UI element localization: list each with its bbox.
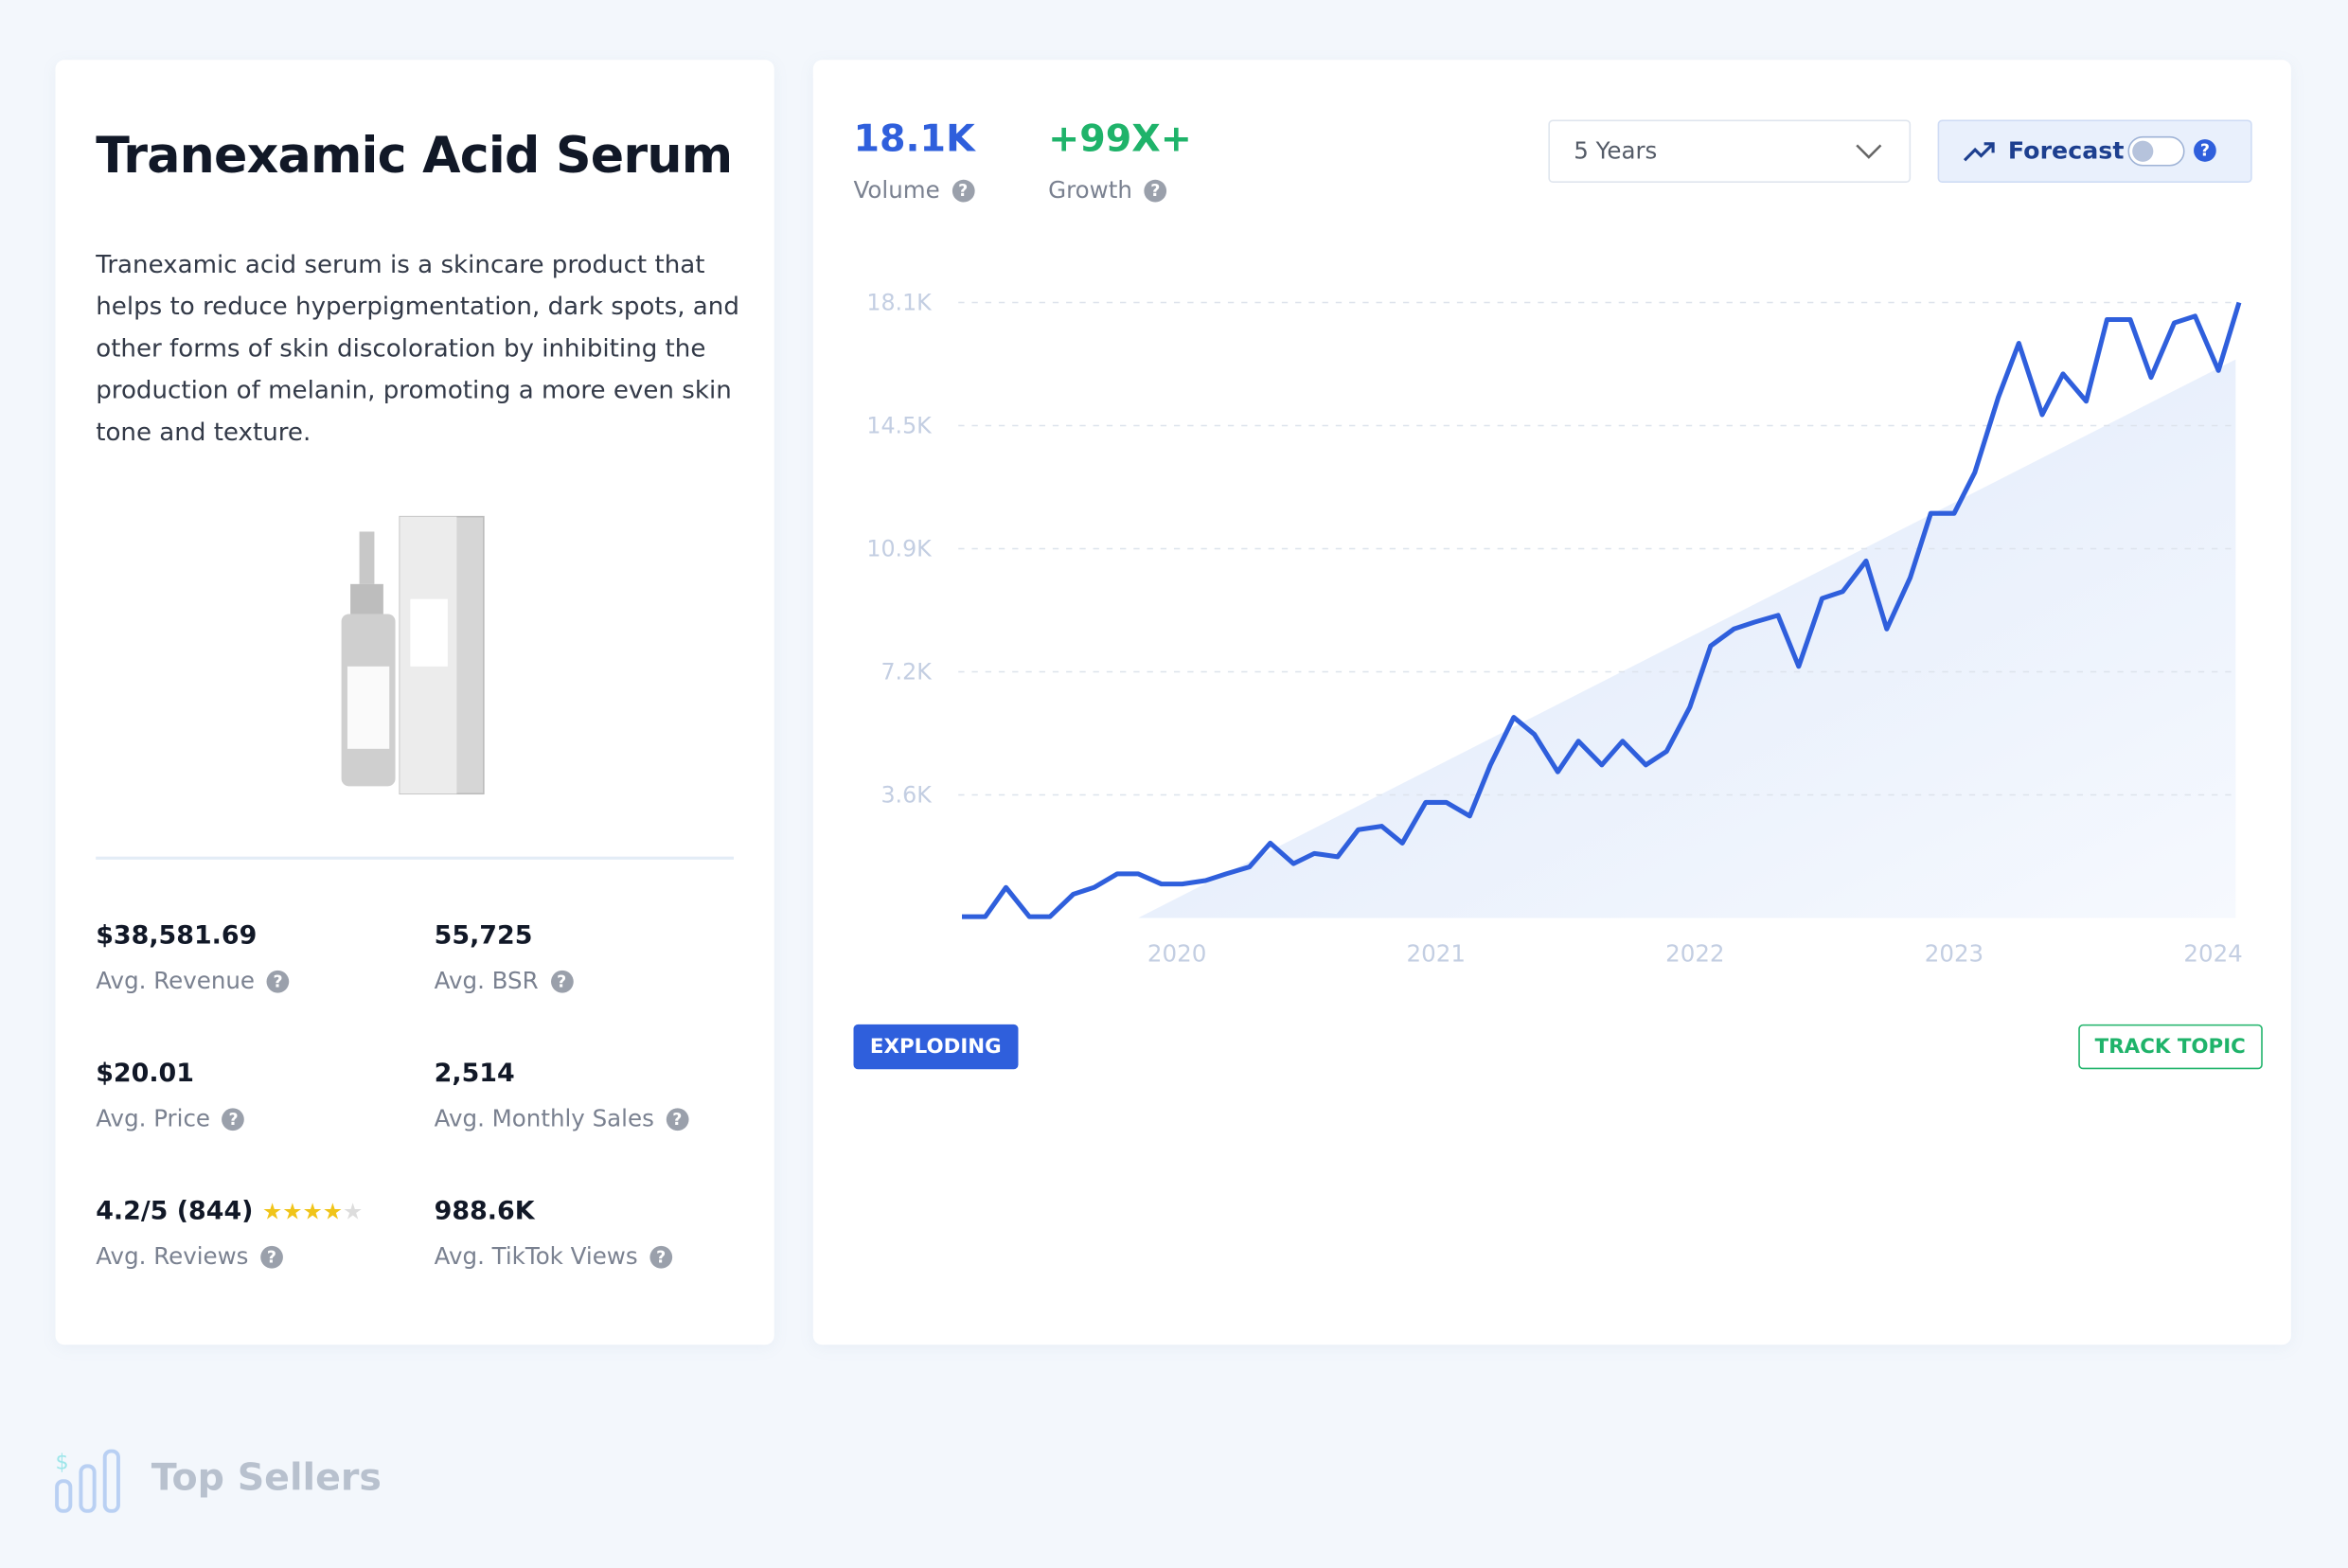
stat-label-text: Avg. TikTok Views <box>434 1242 638 1271</box>
chart: 3.6K 7.2K 10.9K 14.5K 18.1K 2020 2021 2022 2023 2… <box>866 289 2242 967</box>
stat-value-text: $20.01 <box>96 1059 194 1089</box>
help-icon[interactable]: ? <box>266 970 290 993</box>
help-icon[interactable]: ? <box>666 1108 689 1131</box>
volume-value: 18.1K <box>853 116 975 161</box>
y-tick-label: 3.6K <box>880 781 933 808</box>
range-text: 5 Years <box>1574 137 1658 165</box>
forecast-text: Forecast <box>2007 135 2125 165</box>
volume-label-text: Volume <box>853 176 940 205</box>
x-tick-label: 2020 <box>1147 939 1206 967</box>
stat-value-text: 988.6K <box>434 1196 535 1227</box>
stars: ★★★★★ <box>261 1198 364 1225</box>
x-tick-label: 2024 <box>2183 939 2242 967</box>
range-dropdown[interactable]: 5 Years <box>1548 119 1912 183</box>
stat-label-text: Avg. Reviews <box>96 1242 249 1271</box>
stat-label-text: Avg. BSR <box>434 967 539 995</box>
product-image <box>341 515 485 795</box>
top-sellers-icon: $ <box>55 1449 120 1513</box>
stat-value: 55,725 <box>435 921 533 952</box>
help-icon[interactable]: ? <box>2194 139 2216 162</box>
section-title: Top Sellers <box>151 1455 382 1500</box>
stat-value-text: 55,725 <box>434 920 533 952</box>
stat-label: Avg. Price? <box>96 1105 245 1132</box>
stat-label: Avg. TikTok Views? <box>434 1242 673 1271</box>
stat-value: 4.2/5 (844) ★★★★★ <box>96 1197 363 1227</box>
stat-value-text: $38,581.69 <box>96 920 258 952</box>
y-tick-label: 10.9K <box>866 535 933 561</box>
stat-label-text: Avg. Price <box>96 1105 211 1132</box>
stat-label-text: Avg. Revenue <box>96 967 255 995</box>
stat-label: Avg. Revenue? <box>96 967 290 995</box>
exploding-badge: EXPLODING <box>853 1024 1019 1070</box>
help-icon[interactable]: ? <box>1144 179 1167 203</box>
help-icon[interactable]: ? <box>649 1245 673 1269</box>
help-icon[interactable]: ? <box>952 179 975 203</box>
trend-icon <box>1963 142 1995 162</box>
x-tick-label: 2023 <box>1925 939 1983 967</box>
trend-line <box>962 301 2242 919</box>
product-description: Tranexamic acid serum is a skincare prod… <box>96 250 739 447</box>
stat-value-text: 4.2/5 (844) <box>96 1196 254 1227</box>
toggle-knob <box>2132 140 2154 162</box>
divider <box>96 856 734 860</box>
growth-label: Growth? <box>1048 176 1167 205</box>
volume-label: Volume? <box>854 177 975 204</box>
help-icon[interactable]: ? <box>222 1108 245 1131</box>
y-tick-label: 18.1K <box>866 289 933 315</box>
stat-value: 988.6K <box>435 1197 535 1227</box>
forecast-button[interactable]: Forecast ? <box>1937 119 2252 183</box>
stat-label: Avg. Monthly Sales? <box>434 1105 689 1132</box>
stat-value: $20.01 <box>96 1059 194 1089</box>
product-title: Tranexamic Acid Serum <box>96 125 733 185</box>
growth-label-text: Growth <box>1048 176 1132 205</box>
forecast-area <box>1138 359 2236 918</box>
stat-label: Avg. BSR? <box>434 967 574 995</box>
x-tick-label: 2021 <box>1407 939 1466 967</box>
chevron <box>1856 144 1882 159</box>
help-icon[interactable]: ? <box>550 970 574 993</box>
stat-label-text: Avg. Monthly Sales <box>434 1105 654 1132</box>
x-tick-label: 2022 <box>1665 939 1724 967</box>
stat-value: 2,514 <box>435 1059 515 1089</box>
product-card: Tranexamic Acid Serum Tranexamic acid se… <box>55 60 774 1345</box>
toggle[interactable] <box>2127 135 2185 167</box>
stat-value: $38,581.69 <box>96 921 257 952</box>
growth-value: +99X+ <box>1048 116 1192 161</box>
stat-label: Avg. Reviews? <box>96 1243 283 1270</box>
svg-text:$: $ <box>56 1451 69 1475</box>
y-tick-label: 7.2K <box>880 658 933 685</box>
y-tick-label: 14.5K <box>866 412 933 438</box>
stat-value-text: 2,514 <box>434 1059 515 1089</box>
help-icon[interactable]: ? <box>260 1245 283 1269</box>
track-topic-button[interactable]: TRACK TOPIC <box>2078 1024 2263 1070</box>
